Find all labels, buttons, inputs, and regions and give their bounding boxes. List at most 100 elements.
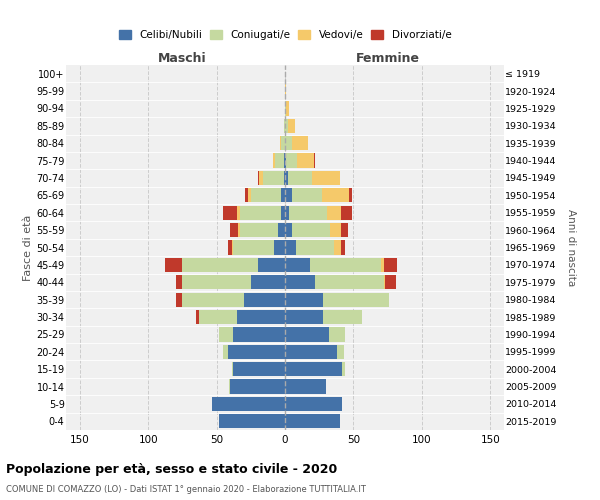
Bar bbox=[229, 380, 230, 394]
Bar bbox=[296, 240, 334, 254]
Bar bbox=[323, 310, 362, 324]
Bar bbox=[314, 154, 315, 168]
Bar bbox=[176, 275, 182, 289]
Bar bbox=[310, 258, 381, 272]
Bar bbox=[281, 206, 285, 220]
Legend: Celibi/Nubili, Coniugati/e, Vedovi/e, Divorziati/e: Celibi/Nubili, Coniugati/e, Vedovi/e, Di… bbox=[116, 26, 454, 43]
Bar bbox=[220, 328, 233, 342]
Bar bbox=[286, 102, 289, 116]
Bar bbox=[385, 275, 396, 289]
Bar bbox=[292, 188, 322, 202]
Bar bbox=[164, 258, 182, 272]
Bar bbox=[343, 362, 345, 376]
Bar bbox=[285, 206, 289, 220]
Text: Femmine: Femmine bbox=[356, 52, 419, 65]
Bar bbox=[285, 240, 296, 254]
Bar bbox=[285, 84, 286, 98]
Bar bbox=[286, 154, 298, 168]
Bar bbox=[274, 240, 285, 254]
Bar bbox=[337, 344, 344, 359]
Bar bbox=[263, 171, 284, 185]
Bar bbox=[330, 223, 341, 237]
Bar bbox=[288, 118, 295, 133]
Bar bbox=[349, 188, 352, 202]
Bar bbox=[285, 136, 292, 150]
Bar bbox=[322, 188, 349, 202]
Bar bbox=[245, 188, 248, 202]
Bar bbox=[285, 258, 310, 272]
Bar bbox=[238, 223, 240, 237]
Bar bbox=[288, 171, 313, 185]
Bar bbox=[284, 171, 285, 185]
Bar bbox=[232, 240, 233, 254]
Bar bbox=[285, 154, 286, 168]
Bar bbox=[240, 223, 278, 237]
Bar bbox=[285, 102, 286, 116]
Bar bbox=[334, 240, 341, 254]
Bar bbox=[284, 154, 285, 168]
Y-axis label: Anni di nascita: Anni di nascita bbox=[566, 209, 577, 286]
Bar bbox=[196, 310, 199, 324]
Bar bbox=[298, 154, 314, 168]
Bar bbox=[323, 292, 389, 307]
Bar bbox=[257, 171, 259, 185]
Bar bbox=[383, 275, 385, 289]
Bar bbox=[233, 328, 285, 342]
Bar bbox=[329, 328, 345, 342]
Bar bbox=[313, 171, 340, 185]
Bar bbox=[289, 206, 328, 220]
Bar bbox=[251, 275, 285, 289]
Bar bbox=[199, 310, 237, 324]
Text: Popolazione per età, sesso e stato civile - 2020: Popolazione per età, sesso e stato civil… bbox=[6, 462, 337, 475]
Bar bbox=[259, 171, 263, 185]
Bar bbox=[248, 188, 251, 202]
Bar bbox=[285, 344, 337, 359]
Bar bbox=[285, 397, 343, 411]
Bar bbox=[285, 223, 292, 237]
Bar bbox=[285, 414, 340, 428]
Bar bbox=[182, 292, 244, 307]
Bar bbox=[328, 206, 341, 220]
Bar bbox=[383, 258, 397, 272]
Bar bbox=[285, 380, 326, 394]
Bar bbox=[341, 240, 345, 254]
Bar bbox=[233, 240, 274, 254]
Bar bbox=[251, 188, 281, 202]
Bar bbox=[292, 136, 308, 150]
Bar bbox=[257, 258, 285, 272]
Bar bbox=[230, 223, 238, 237]
Bar bbox=[285, 362, 343, 376]
Bar bbox=[275, 154, 284, 168]
Bar bbox=[232, 362, 233, 376]
Bar bbox=[227, 344, 285, 359]
Bar bbox=[182, 258, 257, 272]
Bar bbox=[223, 344, 227, 359]
Text: Maschi: Maschi bbox=[158, 52, 206, 65]
Bar bbox=[285, 118, 288, 133]
Bar bbox=[176, 292, 182, 307]
Bar bbox=[285, 171, 288, 185]
Bar bbox=[212, 397, 285, 411]
Bar bbox=[223, 206, 237, 220]
Bar bbox=[281, 188, 285, 202]
Bar bbox=[315, 275, 383, 289]
Bar bbox=[227, 240, 232, 254]
Bar bbox=[278, 223, 285, 237]
Bar bbox=[280, 136, 281, 150]
Bar bbox=[341, 223, 348, 237]
Bar bbox=[272, 154, 275, 168]
Bar bbox=[182, 275, 251, 289]
Text: COMUNE DI COMAZZO (LO) - Dati ISTAT 1° gennaio 2020 - Elaborazione TUTTITALIA.IT: COMUNE DI COMAZZO (LO) - Dati ISTAT 1° g… bbox=[6, 485, 366, 494]
Bar bbox=[341, 206, 352, 220]
Bar bbox=[220, 414, 285, 428]
Bar bbox=[285, 310, 323, 324]
Bar bbox=[230, 380, 285, 394]
Bar bbox=[292, 223, 330, 237]
Bar bbox=[244, 292, 285, 307]
Bar bbox=[237, 206, 240, 220]
Y-axis label: Fasce di età: Fasce di età bbox=[23, 214, 34, 280]
Bar bbox=[284, 118, 285, 133]
Bar bbox=[285, 292, 323, 307]
Bar bbox=[237, 310, 285, 324]
Bar bbox=[233, 362, 285, 376]
